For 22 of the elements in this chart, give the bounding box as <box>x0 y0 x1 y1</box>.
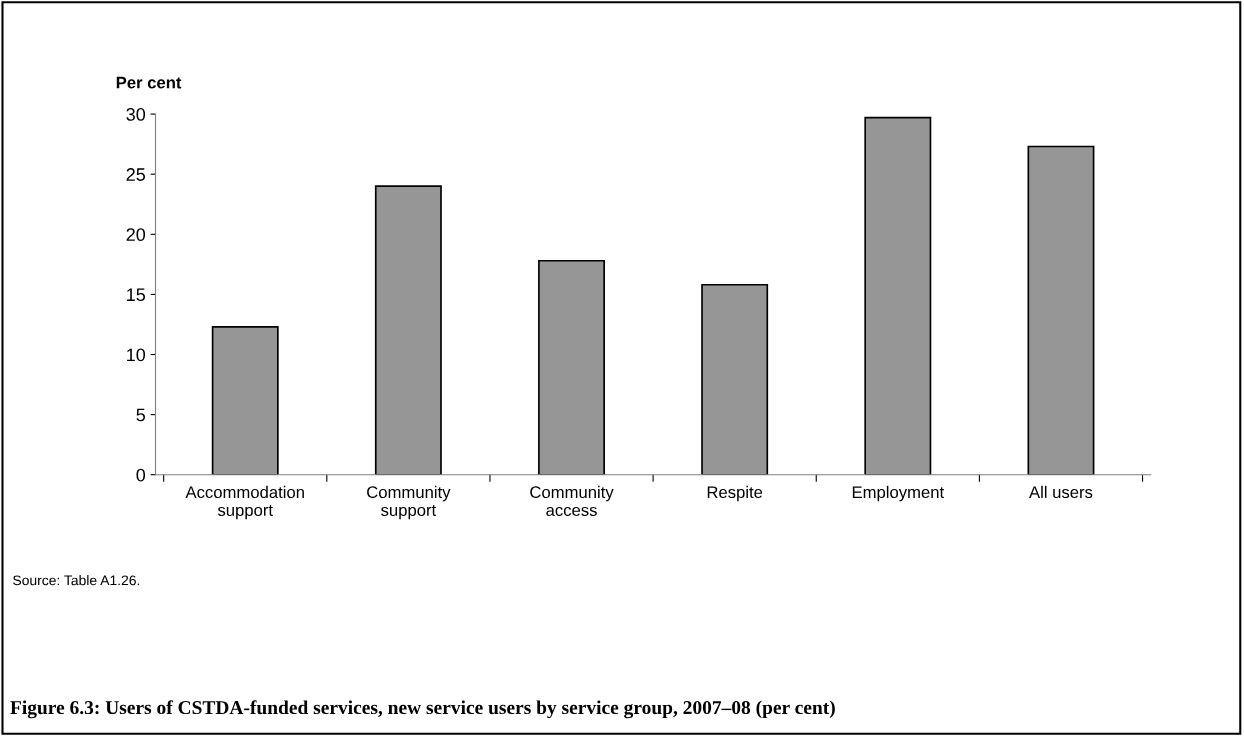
bar <box>211 326 279 475</box>
y-tick-label: 30 <box>126 108 146 121</box>
bar <box>1027 145 1095 475</box>
x-tick-label: Community access <box>530 485 614 517</box>
text: Figure 6.3: Users of CSTDA-funded services, new service users by service group, 2007–08 (per cent) <box>10 700 835 719</box>
bar <box>538 259 605 475</box>
y-tick-label: 10 <box>127 348 146 362</box>
y-tick-label: 15 <box>127 288 146 302</box>
y-axis-title: Per cent <box>116 76 182 89</box>
y-tick-label: 20 <box>126 228 146 242</box>
x-tick-label: Community support <box>367 485 451 520</box>
bar <box>864 116 932 475</box>
y-tick-label: 25 <box>126 168 146 181</box>
x-tick-label: Employment <box>852 485 945 502</box>
y-tick-label: 0 <box>136 468 146 482</box>
bar <box>374 185 442 475</box>
bar <box>701 283 769 475</box>
source-note: Source: Table A1.26. <box>13 575 140 586</box>
x-tick-label: All users <box>1029 485 1093 499</box>
x-tick-label: Accommodation support <box>185 485 304 520</box>
y-tick-label: 5 <box>136 408 146 422</box>
x-tick-label: Respite <box>707 485 763 502</box>
